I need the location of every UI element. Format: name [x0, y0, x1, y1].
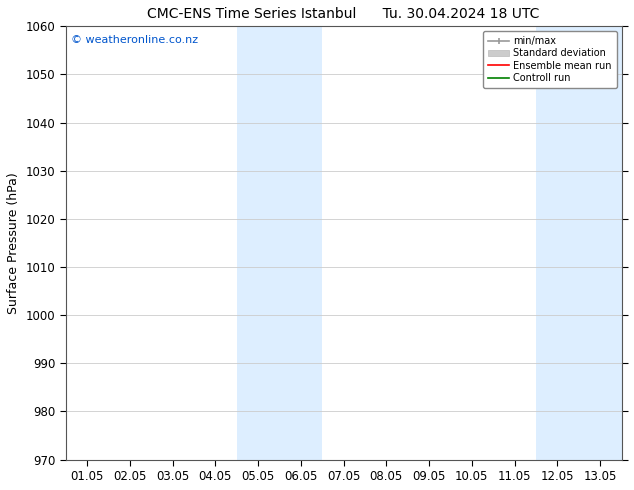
Bar	[236, 26, 322, 460]
Legend: min/max, Standard deviation, Ensemble mean run, Controll run: min/max, Standard deviation, Ensemble me…	[483, 31, 617, 88]
Y-axis label: Surface Pressure (hPa): Surface Pressure (hPa)	[7, 172, 20, 314]
Title: CMC-ENS Time Series Istanbul      Tu. 30.04.2024 18 UTC: CMC-ENS Time Series Istanbul Tu. 30.04.2…	[147, 7, 540, 21]
Bar	[536, 26, 621, 460]
Text: © weatheronline.co.nz: © weatheronline.co.nz	[71, 35, 198, 45]
